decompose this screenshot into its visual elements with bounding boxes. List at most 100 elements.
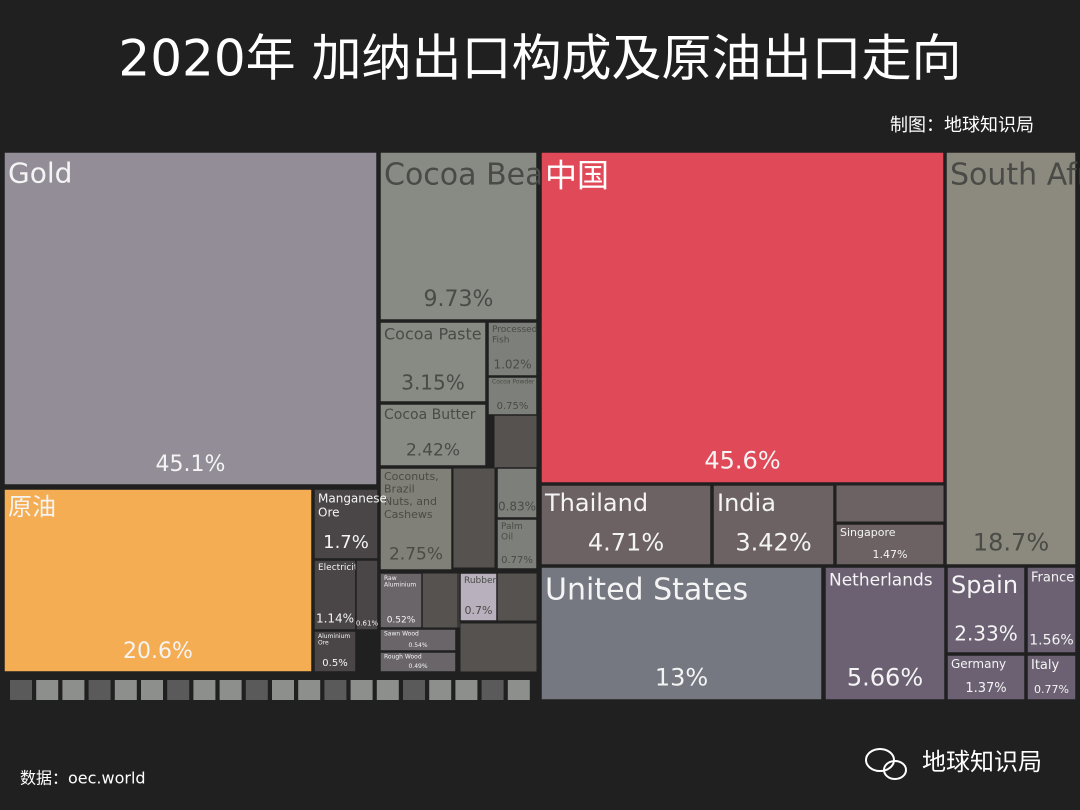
value-label: 45.6% (704, 446, 780, 474)
tile-label: Rubber (464, 576, 497, 586)
tile (946, 654, 1026, 701)
icon (167, 680, 190, 700)
tile (712, 484, 835, 566)
tile-label: Gold (8, 156, 72, 189)
tile-label: Thailand (544, 489, 648, 517)
tile-label: Cocoa Paste (384, 324, 482, 343)
value-label: 1.37% (965, 681, 1006, 696)
tile-label: Palm Oil (501, 522, 523, 542)
tile (459, 572, 498, 622)
tile (379, 628, 457, 652)
tile (496, 518, 538, 570)
icon (481, 680, 504, 700)
tile (487, 321, 538, 377)
tile (379, 321, 487, 403)
value-label: 2.33% (954, 622, 1018, 646)
tile (379, 572, 423, 629)
logo-icon (865, 748, 907, 780)
other-tile (835, 484, 945, 523)
filler-tile (452, 467, 496, 569)
value-label: 0.83% (498, 500, 536, 514)
value-label: 20.6% (123, 639, 193, 664)
value-label: 0.54% (408, 642, 427, 649)
value-label: 1.56% (1029, 632, 1073, 648)
tile (355, 559, 379, 631)
tile-label: 中国 (545, 157, 609, 195)
tile (3, 488, 313, 673)
value-label: 0.77% (1034, 683, 1069, 696)
value-label: 1.02% (493, 358, 531, 372)
value-label: 4.71% (588, 528, 664, 556)
icon-row (10, 680, 530, 700)
tile (945, 151, 1077, 566)
tile (540, 566, 823, 701)
tile (540, 151, 945, 484)
icon (193, 680, 216, 700)
tile-label: Manganese Ore (318, 491, 387, 519)
tile-label: Electricity (318, 563, 363, 573)
logo-text: 地球知识局 (922, 748, 1042, 776)
filler-tile (493, 414, 538, 469)
tile-label: United States (545, 573, 748, 608)
value-label: 18.7% (973, 528, 1049, 556)
value-label: 3.42% (735, 528, 811, 556)
tile (3, 151, 378, 486)
tile (946, 566, 1026, 654)
value-label: 1.47% (873, 548, 908, 561)
tile-label: Cocoa Butter (384, 407, 476, 423)
tile-label: Netherlands (829, 571, 933, 591)
value-label: 3.15% (401, 371, 465, 395)
tile-label: South Africa (950, 158, 1080, 193)
tile (379, 151, 538, 321)
value-label: 0.7% (465, 604, 493, 617)
value-label: 5.66% (847, 663, 923, 691)
value-label: 0.61% (356, 620, 379, 628)
tile-label: Spain (951, 571, 1018, 599)
tile (379, 651, 457, 673)
tile (496, 467, 538, 519)
tile-label: Cocoa Powder (492, 378, 535, 385)
icon (324, 680, 347, 700)
tile (540, 484, 712, 566)
icon (245, 680, 268, 700)
tile-label: France (1031, 570, 1074, 585)
value-label: 0.49% (408, 663, 427, 670)
value-label: 0.52% (387, 615, 416, 625)
source: 数据：oec.world (20, 769, 146, 788)
value-label: 9.73% (424, 287, 494, 312)
icon (10, 680, 32, 700)
tile-label: India (717, 489, 776, 517)
icon (376, 680, 399, 700)
icon (36, 680, 59, 700)
icon (114, 680, 137, 700)
tile-label: 原油 (8, 493, 56, 521)
tile-label: Italy (1031, 658, 1060, 673)
tile-label: Rough Wood (384, 653, 422, 660)
tile-label: Sawn Wood (384, 630, 419, 637)
chart-title: 2020年 加纳出口构成及原油出口走向 (118, 30, 961, 88)
tile (1026, 654, 1077, 701)
icon (429, 680, 452, 700)
icon (403, 680, 425, 700)
icon (219, 680, 242, 700)
tile-label: Processed Fish (492, 325, 537, 345)
icon (350, 680, 373, 700)
tile-label: Raw Aluminium (384, 574, 416, 588)
tile-label: Aluminium Ore (318, 632, 350, 646)
filler-tile (496, 572, 538, 622)
tile (379, 403, 487, 467)
tile-label: Singapore (840, 526, 896, 539)
value-label: 0.5% (322, 658, 347, 669)
icon (62, 680, 85, 700)
tile (313, 630, 357, 673)
credit: 制图：地球知识局 (890, 115, 1034, 136)
tile (379, 467, 453, 571)
value-label: 2.42% (406, 441, 460, 461)
tile-label: Coconuts, Brazil Nuts, and Cashews (384, 470, 439, 521)
value-label: 45.1% (156, 452, 226, 477)
tile-label: Germany (951, 657, 1006, 671)
tile (1026, 566, 1077, 654)
tile (313, 488, 379, 560)
icon (141, 680, 163, 700)
